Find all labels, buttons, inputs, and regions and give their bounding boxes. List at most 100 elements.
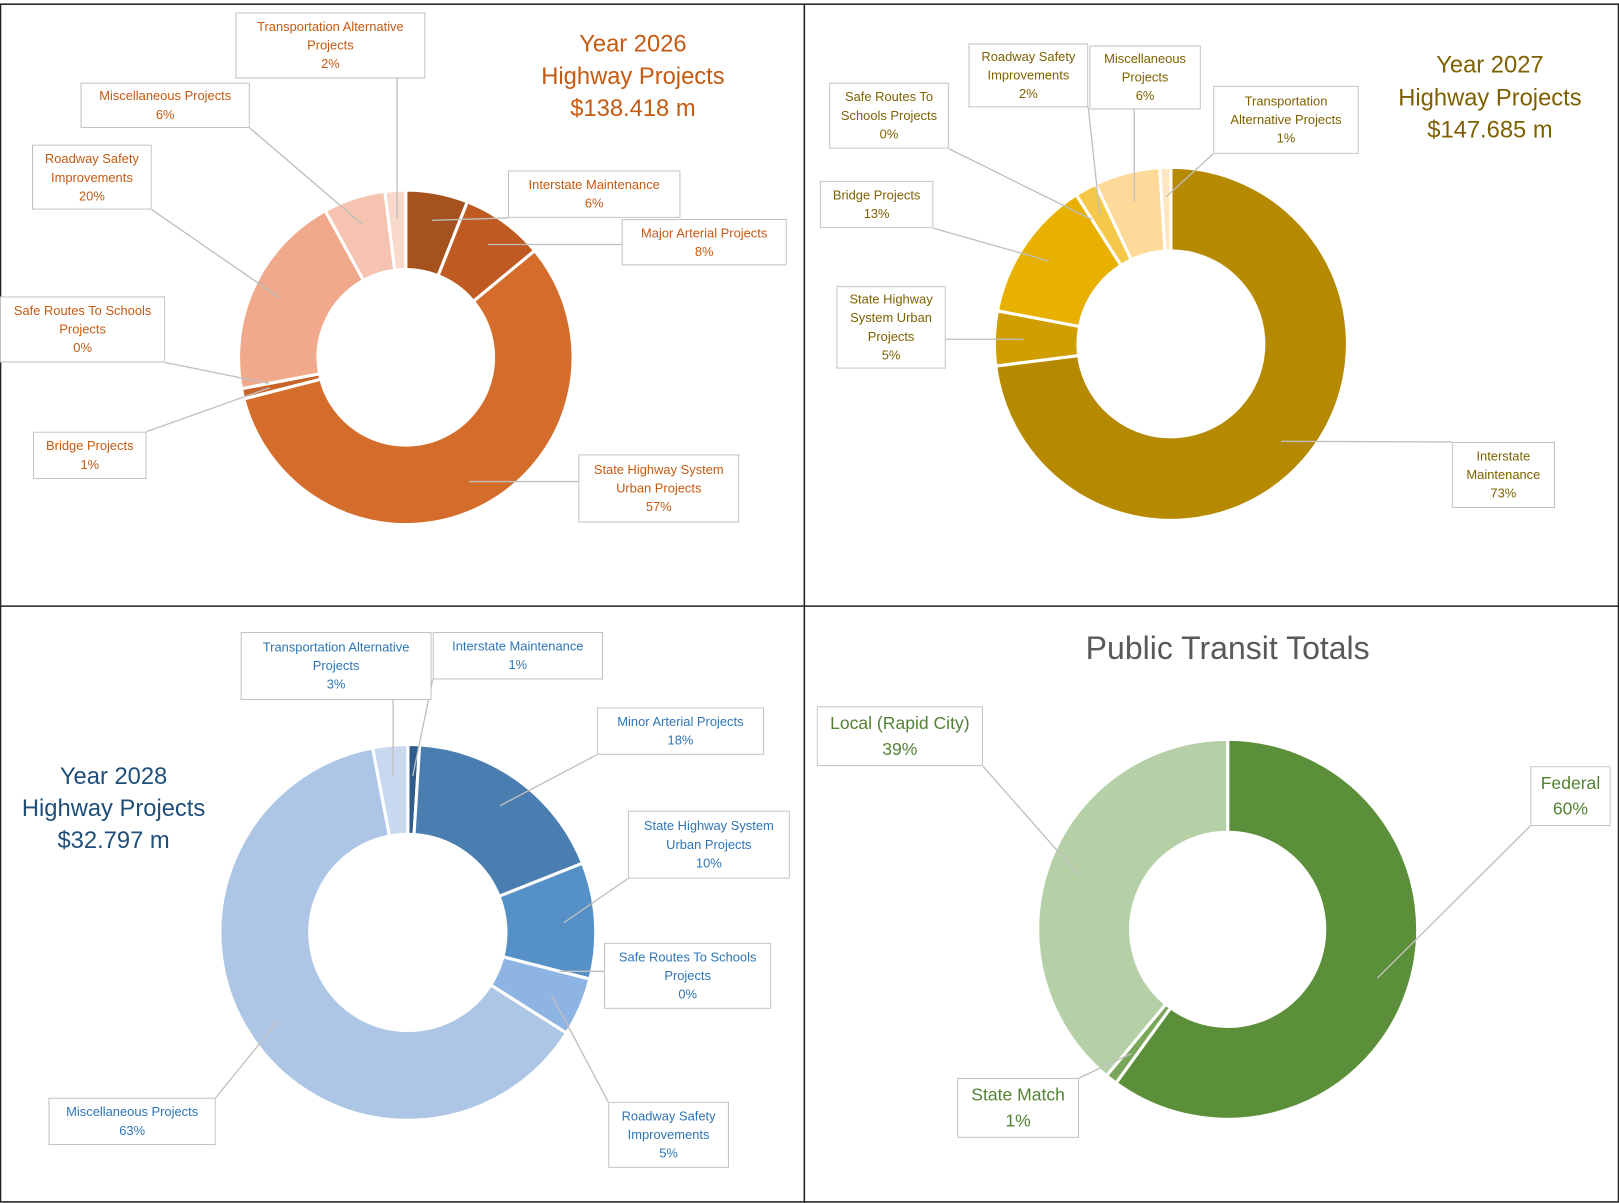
value-label: 6% — [155, 107, 175, 122]
value-label: 0% — [879, 127, 899, 142]
label-box: State Highway System Urban Projects 5% — [836, 286, 946, 369]
category-name: Transportation Alternative Projects — [1230, 94, 1342, 128]
category-name: Safe Routes To Schools Projects — [13, 303, 152, 337]
label-box: State Match 1% — [957, 1078, 1079, 1138]
leader-line — [1281, 440, 1452, 443]
category-name: Safe Routes To Schools Projects — [618, 949, 757, 984]
label-box: Safe Routes To Schools Projects 0% — [0, 296, 166, 363]
value-label: 0% — [678, 987, 697, 1002]
category-name: Interstate Maintenance — [452, 639, 584, 654]
chart-title: $147.685 m — [1427, 117, 1552, 143]
leader-line — [1087, 107, 1101, 215]
value-label: 0% — [73, 340, 92, 356]
value-label: 63% — [119, 1123, 146, 1138]
donut-slice — [241, 248, 575, 527]
data-label: Miscellaneous Projects 6% — [80, 82, 250, 129]
data-label: Miscellaneous Projects 63% — [48, 1097, 216, 1146]
leader-line — [563, 878, 629, 924]
label-box: Miscellaneous Projects 63% — [48, 1097, 216, 1146]
category-name: Local (Rapid City) — [830, 713, 970, 734]
value-label: 2% — [1019, 86, 1038, 102]
label-box: Transportation Alternative Projects 2% — [235, 12, 426, 79]
value-label: 73% — [1490, 486, 1517, 501]
label-box: Minor Arterial Projects 18% — [596, 707, 765, 755]
data-label: Roadway Safety Improvements 20% — [32, 144, 152, 210]
donut-slice — [218, 746, 569, 1122]
leader-line — [1078, 1053, 1132, 1079]
data-label: Transportation Alternative Projects 1% — [1213, 85, 1359, 154]
leader-line — [1165, 153, 1214, 198]
category-name: Federal — [1540, 773, 1601, 794]
label-box: Safe Routes To Schools Projects 0% — [604, 942, 772, 1009]
label-box: Major Arterial Projects 8% — [621, 218, 787, 266]
leader-line — [982, 765, 1081, 877]
value-label: 8% — [694, 244, 714, 259]
value-label: 1% — [508, 657, 528, 673]
category-name: Transportation Alternative Projects — [262, 640, 410, 674]
category-name: Interstate Maintenance — [1466, 449, 1541, 483]
data-label: Safe Routes To Schools Projects 0% — [604, 942, 772, 1009]
category-name: State Highway System Urban Projects — [849, 292, 933, 344]
data-label: State Highway System Urban Projects 10% — [627, 810, 790, 879]
chart-title: $32.797 m — [57, 828, 169, 854]
leader-line — [165, 361, 269, 385]
leader-line — [151, 209, 280, 299]
donut-slice — [370, 742, 410, 838]
value-label: 13% — [863, 206, 890, 222]
label-box: Interstate Maintenance 73% — [1451, 441, 1555, 509]
donut-slice — [383, 188, 408, 272]
data-label: Miscellaneous Projects 6% — [1089, 45, 1201, 110]
category-name: State Highway System Urban Projects — [643, 818, 774, 852]
chart-title: Highway Projects — [1398, 85, 1581, 111]
label-box: State Highway System Urban Projects 57% — [578, 454, 740, 523]
category-name: State Match — [971, 1085, 1065, 1105]
label-box: Interstate Maintenance 6% — [508, 170, 681, 218]
value-label: 57% — [645, 499, 672, 515]
chart-title: $138.418 m — [570, 96, 695, 122]
category-name: Miscellaneous Projects — [99, 88, 232, 104]
leader-line — [146, 387, 270, 433]
label-box: Miscellaneous Projects 6% — [1089, 45, 1201, 110]
category-name: Safe Routes To Schools Projects — [840, 89, 938, 123]
category-name: Major Arterial Projects — [641, 225, 768, 241]
category-name: Roadway Safety Improvements — [621, 1108, 716, 1143]
leader-line — [948, 148, 1093, 221]
category-name: Bridge Projects — [46, 438, 134, 454]
category-name: Interstate Maintenance — [528, 177, 660, 193]
data-label: State Highway System Urban Projects 5% — [836, 286, 946, 369]
category-name: State Highway System Urban Projects — [593, 462, 724, 496]
data-label: State Highway System Urban Projects 57% — [578, 454, 740, 523]
category-name: Minor Arterial Projects — [617, 714, 744, 730]
category-name: Roadway Safety Improvements — [981, 49, 1076, 83]
label-box: Miscellaneous Projects 6% — [80, 82, 250, 129]
value-label: 20% — [78, 188, 105, 203]
label-box: Roadway Safety Improvements 5% — [608, 1101, 729, 1168]
label-box: Transportation Alternative Projects 1% — [1213, 85, 1359, 154]
donut-slice — [412, 743, 585, 899]
category-name: Roadway Safety Improvements — [44, 151, 139, 185]
chart-title: Highway Projects — [22, 796, 205, 822]
leader-line — [215, 1019, 279, 1099]
value-label: 18% — [667, 733, 694, 748]
value-label: 1% — [80, 457, 100, 472]
label-box: State Highway System Urban Projects 10% — [627, 810, 790, 879]
value-label: 60% — [1552, 799, 1589, 819]
value-label: 6% — [584, 196, 604, 211]
donut-slice — [1113, 737, 1420, 1121]
label-box: Roadway Safety Improvements 2% — [968, 43, 1089, 108]
chart-title: Public Transit Totals — [1086, 630, 1370, 666]
category-name: Miscellaneous Projects — [1104, 51, 1186, 85]
category-name: Transportation Alternative Projects — [257, 19, 404, 53]
data-label: Federal 60% — [1530, 766, 1611, 827]
leader-line — [1376, 825, 1531, 979]
label-box: Interstate Maintenance 1% — [432, 631, 603, 680]
donut-slice — [1158, 165, 1173, 253]
data-label: Bridge Projects 13% — [819, 180, 934, 229]
category-name: Miscellaneous Projects — [66, 1104, 199, 1120]
chart-title: Highway Projects — [541, 64, 724, 90]
label-box: Bridge Projects 1% — [33, 431, 147, 480]
data-label: Roadway Safety Improvements 5% — [608, 1101, 729, 1168]
data-label: Transportation Alternative Projects 2% — [235, 12, 426, 79]
data-label: Major Arterial Projects 8% — [621, 218, 787, 266]
value-label: 2% — [321, 56, 340, 72]
